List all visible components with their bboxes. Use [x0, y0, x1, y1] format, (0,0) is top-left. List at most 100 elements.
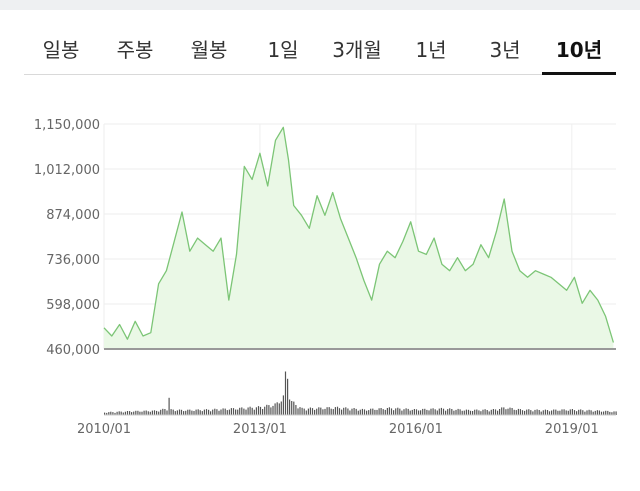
x-tick-label: 2019/01	[545, 422, 599, 437]
volume-bar	[422, 408, 424, 415]
y-tick-label: 1,012,000	[34, 163, 100, 178]
volume-bar	[110, 411, 112, 415]
volume-bar	[432, 408, 434, 415]
volume-bar	[232, 408, 235, 415]
tab-3month[interactable]: 3개월	[332, 38, 382, 62]
volume-bar	[314, 409, 316, 415]
volume-bar	[584, 411, 586, 415]
volume-bar	[609, 411, 611, 415]
tab-monthly[interactable]: 월봉	[190, 38, 228, 62]
volume-bar	[561, 409, 563, 415]
volume-bar	[474, 409, 476, 415]
volume-bar	[415, 409, 418, 415]
tab-1day[interactable]: 1일	[267, 38, 299, 62]
volume-bar	[106, 412, 108, 415]
volume-bar	[168, 397, 170, 415]
volume-bar	[544, 409, 546, 415]
volume-bar	[268, 405, 270, 415]
volume-bar	[345, 407, 347, 415]
tab-10year[interactable]: 10년	[542, 28, 616, 75]
y-tick-label: 598,000	[46, 298, 100, 313]
volume-bar	[114, 412, 116, 415]
tab-weekly[interactable]: 주봉	[116, 38, 154, 62]
tab-daily[interactable]: 일봉	[42, 38, 80, 62]
volume-bar	[530, 410, 532, 415]
volume-bar	[355, 408, 357, 415]
period-tabs: 일봉 주봉 월봉 1일 3개월 1년 3년 10년	[24, 28, 616, 75]
volume-bar	[603, 411, 605, 415]
volume-bar	[193, 411, 195, 415]
volume-bar	[457, 408, 459, 415]
volume-bar	[582, 410, 584, 415]
volume-bar	[139, 411, 141, 415]
volume-bar	[309, 407, 311, 415]
volume-bar	[368, 410, 370, 415]
volume-bar	[598, 410, 600, 415]
volume-bar	[108, 412, 110, 415]
volume-bar	[187, 409, 189, 415]
volume-bar	[112, 412, 114, 415]
volume-bar	[185, 410, 187, 415]
volume-bar	[287, 378, 289, 415]
volume-bar	[515, 410, 517, 415]
tab-1year[interactable]: 1년	[415, 38, 447, 62]
volume-bar	[438, 408, 440, 415]
volume-bar	[216, 409, 218, 415]
top-bar	[0, 0, 640, 10]
volume-bar	[366, 410, 368, 415]
volume-bar	[600, 411, 603, 415]
volume-bar	[613, 411, 615, 415]
volume-bar	[563, 409, 565, 415]
volume-bar	[311, 408, 314, 415]
volume-bar	[538, 410, 540, 415]
volume-bar	[133, 411, 135, 415]
volume-bar	[376, 409, 378, 415]
volume-bar	[573, 410, 576, 415]
volume-bar	[571, 409, 573, 415]
volume-bar	[274, 403, 276, 415]
y-tick-label: 460,000	[46, 343, 100, 358]
volume-bar	[459, 409, 461, 415]
volume-bar	[478, 410, 480, 415]
volume-bar	[210, 411, 212, 415]
volume-bar	[276, 402, 278, 415]
volume-bar	[295, 405, 297, 415]
volume-bar	[449, 408, 451, 415]
volume-bar	[532, 411, 534, 415]
volume-bar	[320, 407, 322, 415]
volume-bar	[336, 406, 339, 415]
price-line	[103, 126, 615, 343]
volume-bar	[143, 410, 145, 415]
volume-bar	[524, 410, 526, 415]
volume-bar	[596, 410, 598, 415]
x-tick-label: 2016/01	[389, 422, 443, 437]
volume-bar	[451, 409, 453, 415]
volume-bar	[334, 407, 336, 415]
y-axis-labels: 1,150,000 1,012,000 874,000 736,000 598,000 4…	[34, 118, 100, 358]
volume-bar	[160, 409, 162, 415]
volume-bar	[447, 409, 449, 415]
volume-bar	[328, 407, 330, 415]
volume-bar	[124, 411, 126, 415]
volume-bar	[513, 409, 515, 415]
volume-bar	[363, 409, 366, 415]
volume-bar	[212, 409, 214, 415]
volume-bar	[548, 411, 551, 415]
volume-bar	[338, 408, 341, 415]
volume-bar	[158, 411, 160, 415]
tab-3year[interactable]: 3년	[489, 38, 521, 62]
volume-bar	[393, 410, 395, 415]
volume-bar	[104, 412, 106, 415]
volume-bar	[494, 409, 497, 415]
volume-bar	[272, 405, 274, 415]
volume-bar	[299, 407, 301, 415]
volume-bar	[129, 411, 131, 415]
volume-bar	[131, 412, 133, 415]
volume-bar	[303, 408, 305, 415]
volume-bar	[243, 408, 245, 415]
volume-bar	[266, 404, 268, 415]
volume-bar	[291, 401, 293, 415]
volume-bar	[195, 409, 197, 415]
price-chart: 1,150,000 1,012,000 874,000 736,000 598,000 4…	[34, 118, 617, 437]
volume-bar	[351, 408, 353, 415]
